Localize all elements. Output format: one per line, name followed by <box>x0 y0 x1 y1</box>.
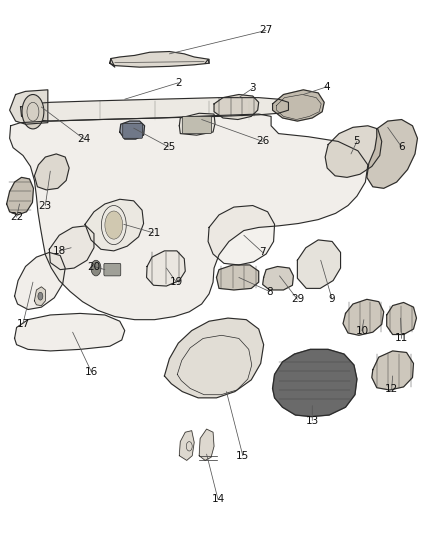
Polygon shape <box>7 177 33 215</box>
Text: 2: 2 <box>175 78 182 88</box>
Polygon shape <box>49 226 94 270</box>
Text: 26: 26 <box>256 136 269 147</box>
Text: 11: 11 <box>395 334 408 343</box>
Circle shape <box>22 94 44 129</box>
FancyBboxPatch shape <box>104 263 121 276</box>
Circle shape <box>38 292 43 300</box>
Polygon shape <box>14 253 65 310</box>
Text: 20: 20 <box>88 262 101 271</box>
Text: 3: 3 <box>249 83 256 93</box>
Text: 10: 10 <box>355 326 368 336</box>
Text: 23: 23 <box>39 200 52 211</box>
Polygon shape <box>272 90 324 121</box>
Text: 18: 18 <box>53 246 66 256</box>
Polygon shape <box>147 251 185 286</box>
Text: 16: 16 <box>85 367 98 377</box>
Text: 15: 15 <box>236 451 249 461</box>
Text: 13: 13 <box>306 416 319 425</box>
Text: 29: 29 <box>291 294 304 304</box>
Text: 21: 21 <box>147 228 160 238</box>
Polygon shape <box>179 114 215 135</box>
Circle shape <box>105 211 123 239</box>
Polygon shape <box>208 206 275 265</box>
Text: 17: 17 <box>16 319 30 328</box>
Text: 9: 9 <box>329 294 336 304</box>
Polygon shape <box>325 126 382 177</box>
Polygon shape <box>367 119 417 188</box>
Text: 4: 4 <box>324 82 331 92</box>
Text: 14: 14 <box>212 495 225 504</box>
Polygon shape <box>343 300 384 335</box>
Polygon shape <box>10 114 368 320</box>
Text: 22: 22 <box>10 212 23 222</box>
Polygon shape <box>14 313 125 351</box>
Polygon shape <box>272 349 357 417</box>
Text: 6: 6 <box>398 142 405 152</box>
FancyBboxPatch shape <box>123 124 143 138</box>
Polygon shape <box>216 265 259 290</box>
Polygon shape <box>85 199 144 251</box>
Polygon shape <box>214 94 259 119</box>
Polygon shape <box>110 52 209 67</box>
Polygon shape <box>35 154 69 190</box>
Text: 12: 12 <box>385 384 398 394</box>
Polygon shape <box>199 429 214 461</box>
Polygon shape <box>164 318 264 398</box>
Polygon shape <box>35 287 46 305</box>
Text: 27: 27 <box>259 26 273 35</box>
Polygon shape <box>10 90 48 124</box>
Polygon shape <box>372 351 413 390</box>
Polygon shape <box>263 266 293 290</box>
Text: 25: 25 <box>162 142 175 152</box>
Polygon shape <box>21 98 289 121</box>
Text: 5: 5 <box>353 136 360 147</box>
Polygon shape <box>297 240 341 288</box>
Text: 19: 19 <box>170 277 183 287</box>
Text: 8: 8 <box>266 287 273 296</box>
Polygon shape <box>120 121 145 139</box>
FancyBboxPatch shape <box>182 116 212 134</box>
Text: 7: 7 <box>259 247 266 257</box>
Circle shape <box>91 260 101 276</box>
Text: 24: 24 <box>78 134 91 144</box>
Polygon shape <box>179 431 194 461</box>
Polygon shape <box>387 302 417 335</box>
